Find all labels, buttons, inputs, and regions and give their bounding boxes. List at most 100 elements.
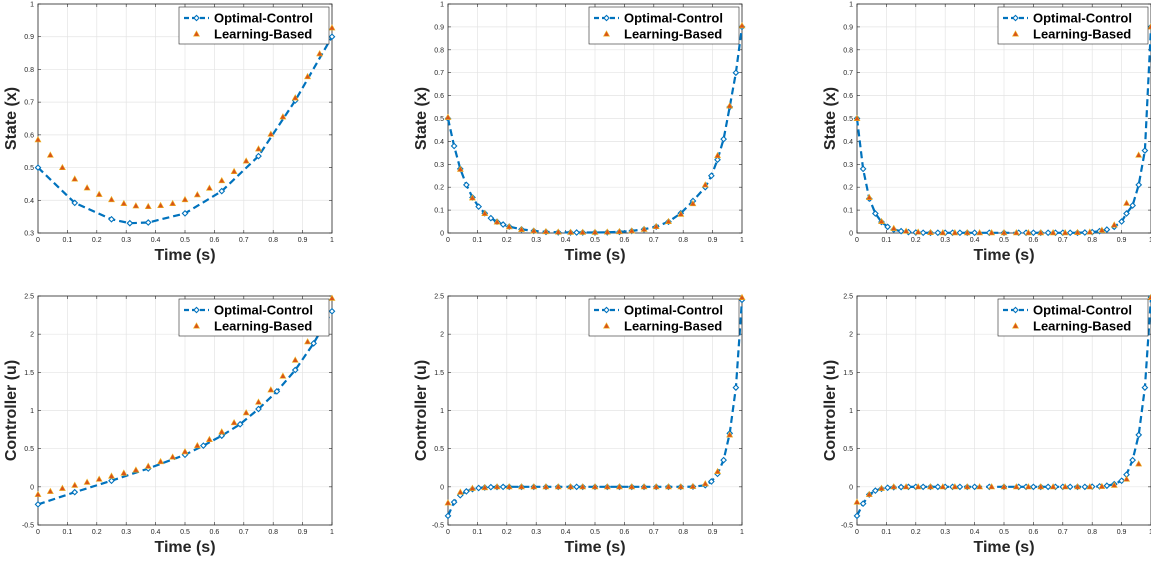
data-point xyxy=(897,227,905,235)
x-tick-label: 0.8 xyxy=(678,529,688,536)
x-tick-label: 0.7 xyxy=(1058,237,1068,244)
data-point xyxy=(988,483,996,490)
data-point xyxy=(499,221,507,228)
y-tick-label: 1 xyxy=(30,2,34,9)
data-point xyxy=(878,484,885,491)
data-point xyxy=(1061,483,1069,490)
legend-label: Learning-Based xyxy=(1033,27,1131,42)
data-point xyxy=(939,229,947,236)
y-tick-label: -0.5 xyxy=(841,523,853,530)
y-tick-label: 0.3 xyxy=(24,231,34,238)
data-point xyxy=(890,224,898,231)
data-point xyxy=(732,384,740,391)
y-tick-label: 0.2 xyxy=(434,185,444,192)
data-point xyxy=(181,195,189,203)
x-tick-label: 0.1 xyxy=(473,237,483,244)
data-point xyxy=(726,102,734,109)
y-tick-label: 2.5 xyxy=(434,294,444,301)
data-point xyxy=(108,472,115,479)
data-point xyxy=(236,420,244,428)
x-tick-label: 0.9 xyxy=(1117,237,1127,244)
data-point xyxy=(1049,483,1057,490)
data-point xyxy=(444,512,452,520)
x-tick-label: 0.1 xyxy=(473,529,483,536)
data-point xyxy=(665,217,672,225)
data-point xyxy=(871,487,879,495)
data-point xyxy=(462,488,470,495)
data-point xyxy=(1030,229,1037,237)
data-point xyxy=(615,483,623,490)
y-tick-label: 1.5 xyxy=(434,370,444,377)
data-point xyxy=(144,462,152,469)
data-point xyxy=(971,483,978,491)
data-point xyxy=(707,172,715,180)
data-point xyxy=(628,483,636,490)
data-point xyxy=(230,167,238,174)
y-tick-label: 0.7 xyxy=(843,70,853,77)
y-tick-label: 2 xyxy=(30,332,34,339)
y-tick-label: 1 xyxy=(849,2,853,9)
data-point xyxy=(567,483,575,490)
legend-label: Learning-Based xyxy=(214,319,312,334)
x-tick-label: 0.6 xyxy=(620,237,630,244)
x-tick-label: 0.7 xyxy=(649,529,659,536)
data-point xyxy=(714,156,721,164)
data-point xyxy=(689,482,697,489)
data-point xyxy=(518,483,525,490)
data-point xyxy=(1074,228,1081,236)
data-point xyxy=(1141,147,1149,154)
x-tick-label: 0.6 xyxy=(620,529,630,536)
legend-label: Optimal-Control xyxy=(624,11,723,26)
data-point xyxy=(1135,431,1143,439)
data-point xyxy=(58,163,66,171)
data-point xyxy=(963,483,971,490)
chart-panel-6: 00.10.20.30.40.50.60.70.80.91-0.500.511.… xyxy=(822,293,1151,556)
data-point xyxy=(1147,293,1151,300)
data-point xyxy=(304,338,312,345)
data-point xyxy=(132,202,140,209)
data-point xyxy=(914,483,922,490)
data-point xyxy=(573,229,581,236)
data-point xyxy=(579,483,587,490)
data-point xyxy=(108,195,115,203)
x-tick-label: 1 xyxy=(1149,237,1151,244)
data-point xyxy=(144,202,152,209)
x-tick-label: 0.5 xyxy=(180,529,190,536)
y-tick-label: 2 xyxy=(440,332,444,339)
data-point xyxy=(878,217,885,225)
x-tick-label: 0.6 xyxy=(210,529,220,536)
x-tick-label: 0.2 xyxy=(502,237,512,244)
data-point xyxy=(505,223,513,230)
x-tick-label: 0 xyxy=(446,237,450,244)
data-point xyxy=(481,483,489,491)
y-tick-label: 0 xyxy=(849,231,853,238)
x-tick-label: 0.5 xyxy=(590,529,600,536)
data-point xyxy=(677,483,685,490)
data-point xyxy=(934,483,942,491)
data-point xyxy=(157,201,165,208)
data-point xyxy=(304,72,312,80)
legend-entry-optimal-control: Optimal-Control xyxy=(184,11,313,26)
data-point xyxy=(120,469,128,476)
legend-entry-learning-based: Learning-Based xyxy=(193,319,312,334)
y-tick-label: 0.3 xyxy=(434,162,444,169)
data-point xyxy=(1135,151,1143,158)
data-point xyxy=(1086,228,1094,235)
data-point xyxy=(1103,482,1111,490)
legend-entry-learning-based: Learning-Based xyxy=(603,319,722,334)
y-axis-label: Controller (u) xyxy=(413,360,430,461)
y-tick-label: 0 xyxy=(30,484,34,491)
y-axis-label: Controller (u) xyxy=(3,360,20,461)
x-tick-label: 0.6 xyxy=(1029,237,1039,244)
data-point xyxy=(714,151,722,159)
data-point xyxy=(255,398,262,405)
data-point xyxy=(542,483,550,490)
x-tick-label: 0.2 xyxy=(92,529,102,536)
legend-triangle-icon xyxy=(603,30,610,37)
x-tick-label: 0.3 xyxy=(121,529,131,536)
data-point xyxy=(58,484,66,491)
data-point xyxy=(1044,229,1052,237)
y-tick-label: 0.5 xyxy=(24,165,34,172)
data-point xyxy=(1135,460,1143,467)
